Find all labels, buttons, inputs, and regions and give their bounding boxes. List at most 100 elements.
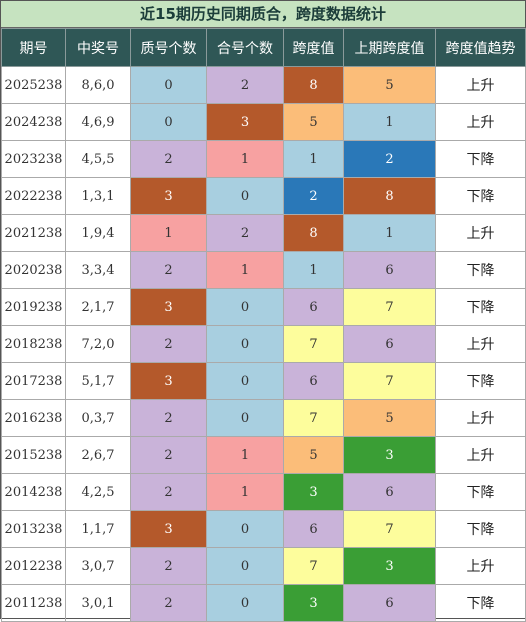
cell: 1 xyxy=(206,473,284,511)
cell: 1 xyxy=(206,436,284,474)
cell: 2 xyxy=(130,547,207,585)
cell: 2 xyxy=(283,177,344,215)
cell: 3 xyxy=(130,362,207,400)
trend-cell: 下降 xyxy=(435,473,526,511)
table-row: 2024238 4,6,9 0 3 5 1 上升 xyxy=(1,103,526,141)
cell: 1 xyxy=(130,214,207,252)
column-header: 合号个数 xyxy=(206,28,284,67)
cell: 2 xyxy=(206,214,284,252)
table-row: 2017238 5,1,7 3 0 6 7 下降 xyxy=(1,362,526,400)
cell: 0 xyxy=(206,177,284,215)
cell: 3,3,4 xyxy=(65,251,131,289)
cell: 8 xyxy=(283,66,344,104)
column-header: 上期跨度值 xyxy=(343,28,436,67)
column-header: 跨度值 xyxy=(283,28,344,67)
column-header: 中奖号 xyxy=(65,28,131,67)
cell: 2022238 xyxy=(1,177,66,215)
cell: 1 xyxy=(283,140,344,178)
table-row: 2023238 4,5,5 2 1 1 2 下降 xyxy=(1,140,526,178)
cell: 3 xyxy=(343,436,436,474)
cell: 1 xyxy=(343,103,436,141)
cell: 2 xyxy=(343,140,436,178)
cell: 0 xyxy=(206,584,284,622)
table-row: 2018238 7,2,0 2 0 7 6 上升 xyxy=(1,325,526,363)
cell: 2 xyxy=(130,436,207,474)
cell: 2025238 xyxy=(1,66,66,104)
cell: 2 xyxy=(130,399,207,437)
cell: 6 xyxy=(343,251,436,289)
trend-cell: 下降 xyxy=(435,177,526,215)
table-row: 2022238 1,3,1 3 0 2 8 下降 xyxy=(1,177,526,215)
table-row: 2012238 3,0,7 2 0 7 3 上升 xyxy=(1,547,526,585)
cell: 4,6,9 xyxy=(65,103,131,141)
table-row: 2025238 8,6,0 0 2 8 5 上升 xyxy=(1,66,526,104)
cell: 7 xyxy=(343,362,436,400)
trend-cell: 上升 xyxy=(435,325,526,363)
cell: 3 xyxy=(130,288,207,326)
title: 近15期历史同期质合，跨度数据统计 xyxy=(1,1,525,28)
cell: 2017238 xyxy=(1,362,66,400)
cell: 3 xyxy=(343,547,436,585)
cell: 6 xyxy=(283,288,344,326)
cell: 2021238 xyxy=(1,214,66,252)
cell: 7,2,0 xyxy=(65,325,131,363)
table-row: 2011238 3,0,1 2 0 3 6 下降 xyxy=(1,584,526,622)
cell: 1,9,4 xyxy=(65,214,131,252)
table-row: 2021238 1,9,4 1 2 8 1 上升 xyxy=(1,214,526,252)
cell: 2 xyxy=(130,473,207,511)
cell: 0 xyxy=(130,103,207,141)
trend-cell: 上升 xyxy=(435,436,526,474)
cell: 2011238 xyxy=(1,584,66,622)
cell: 1,1,7 xyxy=(65,510,131,548)
table-row: 2013238 1,1,7 3 0 6 7 下降 xyxy=(1,510,526,548)
cell: 2 xyxy=(206,66,284,104)
table-row: 2015238 2,6,7 2 1 5 3 上升 xyxy=(1,436,526,474)
cell: 0 xyxy=(206,399,284,437)
cell: 2,1,7 xyxy=(65,288,131,326)
cell: 2 xyxy=(130,584,207,622)
cell: 3 xyxy=(130,177,207,215)
column-header: 质号个数 xyxy=(130,28,207,67)
cell: 5 xyxy=(283,436,344,474)
table-row: 2020238 3,3,4 2 1 1 6 下降 xyxy=(1,251,526,289)
cell: 2016238 xyxy=(1,399,66,437)
cell: 2018238 xyxy=(1,325,66,363)
cell: 2024238 xyxy=(1,103,66,141)
cell: 3 xyxy=(283,473,344,511)
cell: 1 xyxy=(343,214,436,252)
cell: 7 xyxy=(283,325,344,363)
column-header: 跨度值趋势 xyxy=(435,28,526,67)
cell: 5 xyxy=(343,66,436,104)
cell: 1 xyxy=(283,251,344,289)
trend-cell: 下降 xyxy=(435,362,526,400)
cell: 4,5,5 xyxy=(65,140,131,178)
cell: 2013238 xyxy=(1,510,66,548)
cell: 0 xyxy=(130,66,207,104)
cell: 3 xyxy=(283,584,344,622)
trend-cell: 上升 xyxy=(435,547,526,585)
cell: 1 xyxy=(206,140,284,178)
cell: 7 xyxy=(343,510,436,548)
cell: 2020238 xyxy=(1,251,66,289)
trend-cell: 下降 xyxy=(435,140,526,178)
trend-cell: 上升 xyxy=(435,214,526,252)
cell: 3,0,7 xyxy=(65,547,131,585)
trend-cell: 下降 xyxy=(435,584,526,622)
trend-cell: 上升 xyxy=(435,399,526,437)
cell: 7 xyxy=(283,399,344,437)
cell: 4,2,5 xyxy=(65,473,131,511)
cell: 0 xyxy=(206,510,284,548)
cell: 2 xyxy=(130,251,207,289)
trend-cell: 下降 xyxy=(435,510,526,548)
cell: 6 xyxy=(343,584,436,622)
cell: 3,0,1 xyxy=(65,584,131,622)
cell: 2012238 xyxy=(1,547,66,585)
cell: 8 xyxy=(283,214,344,252)
cell: 2015238 xyxy=(1,436,66,474)
cell: 6 xyxy=(283,510,344,548)
column-header: 期号 xyxy=(1,28,66,67)
data-table: 期号 中奖号 质号个数 合号个数 跨度值 上期跨度值 跨度值趋势 2025238 8,6,0 0… xyxy=(1,28,526,622)
cell: 5 xyxy=(343,399,436,437)
cell: 0 xyxy=(206,288,284,326)
cell: 2 xyxy=(130,325,207,363)
